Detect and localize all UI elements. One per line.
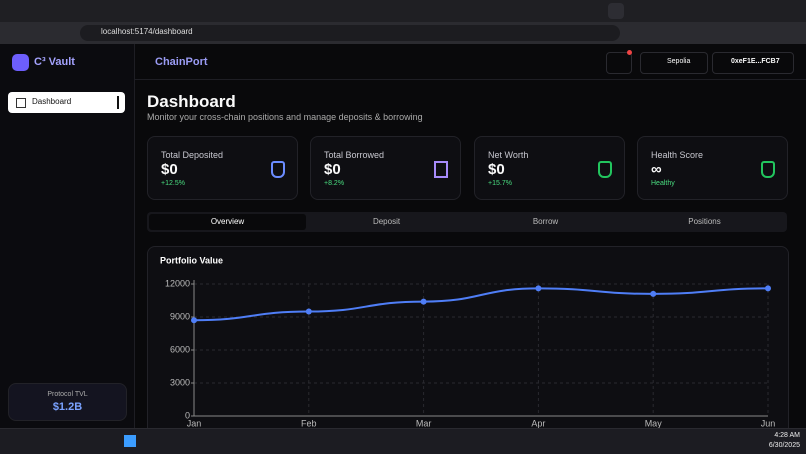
- point: [535, 285, 542, 292]
- y-tick-label: 12000: [165, 278, 190, 288]
- page-subtitle: Monitor your cross-chain positions and m…: [147, 112, 423, 122]
- wallet-button[interactable]: 0xeF1E...FCB7: [712, 52, 794, 74]
- stat-label: Total Deposited: [161, 150, 224, 160]
- stat-card: Health Score ∞ Healthy: [637, 136, 788, 200]
- header-border: [135, 79, 806, 80]
- stat-icon: [434, 161, 448, 178]
- point: [650, 290, 657, 297]
- url[interactable]: localhost:5174/dashboard: [101, 27, 193, 36]
- clock-time: 4:28 AM: [774, 432, 800, 439]
- x-tick-label: Apr: [531, 418, 545, 428]
- stat-card: Net Worth $0 +15.7%: [474, 136, 625, 200]
- chart-card: [147, 246, 789, 448]
- tab[interactable]: Overview: [149, 214, 306, 230]
- point: [305, 308, 312, 315]
- point: [191, 317, 197, 324]
- stat-change: +12.5%: [161, 180, 185, 187]
- stat-change: +15.7%: [488, 180, 512, 187]
- stat-icon: [761, 161, 775, 178]
- stat-change: +8.2%: [324, 180, 345, 187]
- x-tick-label: Mar: [416, 418, 432, 428]
- logo-icon: [12, 54, 29, 71]
- chart-title: Portfolio Value: [160, 255, 223, 265]
- y-tick-label: 3000: [170, 377, 190, 387]
- stat-card: Total Deposited $0 +12.5%: [147, 136, 298, 200]
- taskbar: 4:28 AM 6/30/2025: [0, 428, 806, 454]
- nav-indicator: [117, 96, 119, 109]
- tab[interactable]: Borrow: [532, 217, 559, 226]
- nav-icon: [16, 98, 26, 108]
- page-title: Dashboard: [147, 92, 236, 111]
- tabs: Overview Deposit Borrow Positions: [147, 212, 787, 232]
- stat-label: Total Borrowed: [324, 150, 385, 160]
- clock-date: 6/30/2025: [768, 442, 800, 449]
- tvl-card: Protocol TVL $1.2B: [8, 383, 127, 421]
- tvl-label: Protocol TVL: [47, 391, 88, 398]
- start-button[interactable]: [124, 435, 136, 447]
- tab[interactable]: Positions: [688, 217, 721, 226]
- x-tick-label: Jan: [187, 418, 202, 428]
- stat-icon: [271, 161, 285, 178]
- tab-strip: [0, 0, 806, 22]
- network-button[interactable]: Sepolia: [640, 52, 708, 74]
- notifications-button[interactable]: [606, 50, 632, 74]
- y-tick-label: 9000: [170, 311, 190, 321]
- y-tick-label: 0: [185, 410, 190, 420]
- point: [765, 285, 771, 292]
- point: [420, 298, 427, 305]
- stat-value: $0: [324, 161, 341, 178]
- wallet[interactable]: 0xeF1E...FCB7: [731, 58, 780, 65]
- stat-value: $0: [488, 161, 505, 178]
- tab[interactable]: Deposit: [372, 217, 401, 226]
- x-tick-label: Feb: [301, 418, 317, 428]
- brand[interactable]: ChainPort: [155, 56, 208, 68]
- address-bar-row: localhost:5174/dashboard: [0, 22, 806, 44]
- x-tick-label: May: [645, 418, 663, 428]
- x-tick-label: Jun: [761, 418, 776, 428]
- stat-icon: [598, 161, 612, 178]
- stat-value: ∞: [651, 161, 662, 178]
- stat-label: Health Score: [651, 150, 704, 160]
- network[interactable]: Sepolia: [667, 58, 691, 65]
- line: [193, 287, 769, 322]
- chart: Portfolio Value 0 3000 6000 9000 12000 Jan Feb…: [160, 255, 776, 428]
- y-tick-label: 6000: [170, 344, 190, 354]
- stat-card: Total Borrowed $0 +8.2%: [310, 136, 461, 200]
- stat-value: $0: [161, 161, 178, 178]
- stat-label: Net Worth: [488, 150, 529, 160]
- tvl-value: $1.2B: [52, 401, 83, 413]
- nav-item-active[interactable]: Dashboard: [8, 92, 125, 113]
- nav-label[interactable]: Dashboard: [32, 97, 72, 106]
- notification-dot: [627, 50, 632, 55]
- active-tab[interactable]: [608, 3, 624, 19]
- stat-change: Healthy: [651, 180, 675, 187]
- omnibox[interactable]: [80, 25, 620, 41]
- logo[interactable]: C³ Vault: [34, 56, 75, 68]
